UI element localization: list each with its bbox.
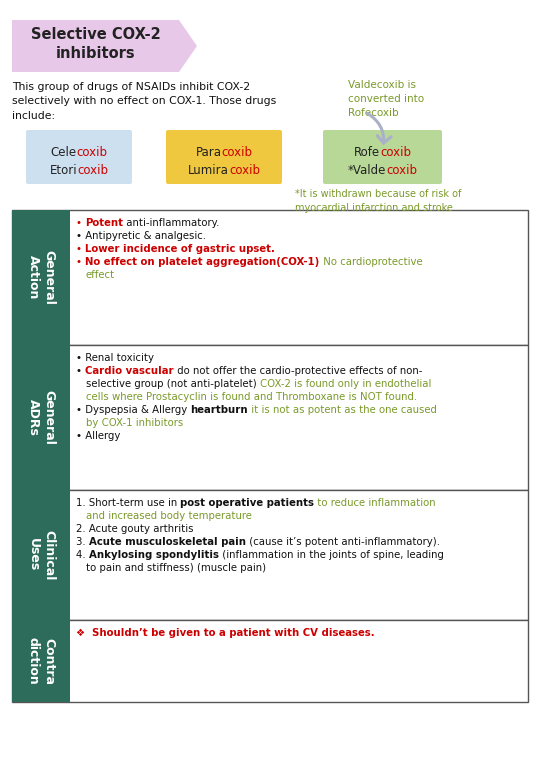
Text: Cele: Cele <box>50 146 77 159</box>
Bar <box>12 345 528 490</box>
Text: •: • <box>76 218 85 228</box>
Bar <box>12 210 528 345</box>
Bar <box>12 490 70 620</box>
Text: post operative patients: post operative patients <box>180 498 314 508</box>
Text: Rofe: Rofe <box>354 146 380 159</box>
Text: coxib: coxib <box>77 164 109 177</box>
Text: effect: effect <box>86 270 115 280</box>
Text: Cardio vascular: Cardio vascular <box>85 366 174 376</box>
Text: to reduce inflammation: to reduce inflammation <box>314 498 436 508</box>
Text: Lumira: Lumira <box>188 164 229 177</box>
Text: Selective COX-2
inhibitors: Selective COX-2 inhibitors <box>31 27 160 61</box>
FancyArrowPatch shape <box>367 113 391 143</box>
FancyBboxPatch shape <box>166 130 282 184</box>
Text: coxib: coxib <box>380 146 411 159</box>
Text: • Dyspepsia & Allergy: • Dyspepsia & Allergy <box>76 405 191 415</box>
Text: selective group (not anti-platelet): selective group (not anti-platelet) <box>86 379 260 389</box>
Text: it is not as potent as the one caused: it is not as potent as the one caused <box>248 405 437 415</box>
Text: Valdecoxib is
converted into
Rofecoxib: Valdecoxib is converted into Rofecoxib <box>348 80 424 118</box>
Text: •: • <box>76 366 85 376</box>
Text: coxib: coxib <box>77 146 107 159</box>
Text: Contra
diction: Contra diction <box>26 637 56 685</box>
Text: No effect on platelet aggregation(COX-1): No effect on platelet aggregation(COX-1) <box>85 257 320 267</box>
Text: 4.: 4. <box>76 550 89 560</box>
Text: do not offer the cardio-protective effects of non-: do not offer the cardio-protective effec… <box>174 366 422 376</box>
Bar <box>12 345 70 490</box>
Text: anti-inflammatory.: anti-inflammatory. <box>123 218 220 228</box>
Text: 3.: 3. <box>76 537 89 547</box>
Text: Para: Para <box>195 146 221 159</box>
Text: (inflammation in the joints of spine, leading: (inflammation in the joints of spine, le… <box>219 550 444 560</box>
Text: Clinical
Uses: Clinical Uses <box>26 530 56 580</box>
Bar <box>12 210 70 345</box>
Text: •: • <box>76 244 85 254</box>
Text: coxib: coxib <box>221 146 253 159</box>
Text: Lower incidence of gastric upset.: Lower incidence of gastric upset. <box>85 244 275 254</box>
Text: This group of drugs of NSAIDs inhibit COX-2
selectively with no effect on COX-1.: This group of drugs of NSAIDs inhibit CO… <box>12 82 276 121</box>
Text: COX-2 is found only in endothelial: COX-2 is found only in endothelial <box>260 379 431 389</box>
Text: 1. Short-term use in: 1. Short-term use in <box>76 498 180 508</box>
Bar <box>12 620 528 702</box>
Text: to pain and stiffness) (muscle pain): to pain and stiffness) (muscle pain) <box>86 563 266 573</box>
Text: • Antipyretic & analgesic.: • Antipyretic & analgesic. <box>76 231 206 241</box>
FancyBboxPatch shape <box>323 130 442 184</box>
Text: Shouldn’t be given to a patient with CV diseases.: Shouldn’t be given to a patient with CV … <box>92 628 374 638</box>
Polygon shape <box>12 20 197 72</box>
Text: coxib: coxib <box>386 164 417 177</box>
Text: *Valde: *Valde <box>348 164 386 177</box>
Text: and increased body temperature: and increased body temperature <box>86 511 252 521</box>
Text: *It is withdrawn because of risk of
myocardial infarction and stroke: *It is withdrawn because of risk of myoc… <box>295 189 461 213</box>
Text: • Renal toxicity: • Renal toxicity <box>76 353 154 363</box>
Text: General
ADRs: General ADRs <box>26 390 56 445</box>
Text: by COX-1 inhibitors: by COX-1 inhibitors <box>86 418 183 428</box>
Text: 2. Acute gouty arthritis: 2. Acute gouty arthritis <box>76 524 193 534</box>
Text: General
Action: General Action <box>26 250 56 305</box>
Text: (cause it’s potent anti-inflammatory).: (cause it’s potent anti-inflammatory). <box>246 537 440 547</box>
Text: •: • <box>76 257 85 267</box>
Text: coxib: coxib <box>229 164 260 177</box>
FancyBboxPatch shape <box>26 130 132 184</box>
Text: Potent: Potent <box>85 218 123 228</box>
Text: cells where Prostacyclin is found and Thromboxane is NOT found.: cells where Prostacyclin is found and Th… <box>86 392 417 402</box>
Text: Ankylosing spondylitis: Ankylosing spondylitis <box>89 550 219 560</box>
Bar <box>12 490 528 620</box>
Bar <box>12 620 70 702</box>
Text: No cardioprotective: No cardioprotective <box>320 257 422 267</box>
Text: heartburn: heartburn <box>191 405 248 415</box>
Text: • Allergy: • Allergy <box>76 431 120 441</box>
Text: Etori: Etori <box>50 164 77 177</box>
Text: Acute musculoskeletal pain: Acute musculoskeletal pain <box>89 537 246 547</box>
Text: ❖: ❖ <box>76 628 92 638</box>
